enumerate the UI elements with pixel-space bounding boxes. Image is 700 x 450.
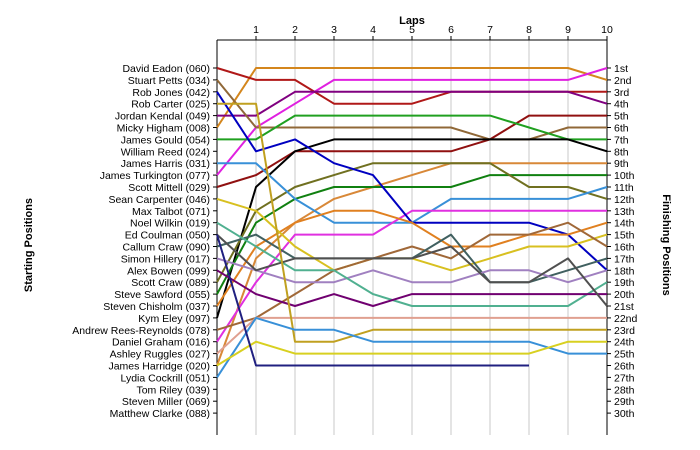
starting-position-label: Micky Higham (008)	[117, 123, 210, 135]
series-layer	[216, 67, 608, 378]
driver-position-line	[216, 340, 607, 367]
finishing-position-label: 24th	[614, 337, 635, 349]
driver-position-line	[216, 67, 608, 129]
finishing-position-label: 6th	[614, 123, 629, 135]
finishing-position-label: 21st	[614, 301, 634, 313]
finishing-position-label: 28th	[614, 384, 635, 396]
finishing-position-label: 18th	[614, 265, 635, 277]
finishing-position-label: 23rd	[614, 325, 635, 337]
finishing-position-label: 4th	[614, 99, 629, 111]
starting-position-label: Lydia Cockrill (051)	[121, 372, 210, 384]
starting-position-label: James Harris (031)	[121, 158, 210, 170]
lap-tick-label: 1	[253, 24, 259, 36]
axes	[213, 36, 611, 414]
driver-position-line	[217, 114, 607, 141]
finishing-position-label: 30th	[614, 408, 635, 420]
starting-position-label: William Reed (024)	[121, 146, 210, 158]
driver-position-line	[217, 90, 608, 117]
starting-position-label: Jordan Kendal (049)	[115, 111, 210, 123]
finishing-position-label: 22nd	[614, 313, 638, 325]
starting-position-label: Ed Coulman (050)	[125, 230, 210, 242]
finishing-position-label: 1st	[614, 63, 628, 75]
driver-position-line	[216, 67, 608, 176]
starting-position-label: Noel Wilkin (019)	[130, 218, 210, 230]
lap-tick-label: 6	[448, 24, 454, 36]
finishing-position-label: 11th	[614, 182, 634, 194]
starting-position-label: Tom Riley (039)	[136, 384, 210, 396]
starting-position-label: Stuart Petts (034)	[128, 75, 210, 87]
driver-position-line	[216, 174, 607, 295]
starting-position-label: James Turkington (077)	[100, 170, 210, 182]
starting-position-label: Simon Hillery (017)	[121, 253, 210, 265]
y-axis-right-title: Finishing Positions	[660, 194, 672, 295]
starting-position-label: Andrew Rees-Reynolds (078)	[72, 325, 210, 337]
starting-position-label: James Gould (054)	[121, 134, 210, 146]
finishing-position-label: 19th	[614, 277, 635, 289]
starting-position-label: Ashley Ruggles (027)	[110, 349, 210, 361]
starting-position-label: James Harridge (020)	[108, 361, 210, 373]
starting-position-label: Scott Craw (089)	[131, 277, 210, 289]
x-axis-title: Laps	[399, 15, 425, 27]
finishing-position-label: 20th	[614, 289, 635, 301]
starting-position-label: Max Talbot (071)	[132, 206, 210, 218]
starting-position-label: Matthew Clarke (088)	[110, 408, 210, 420]
finishing-position-label: 16th	[614, 242, 635, 254]
starting-position-label: Kym Eley (097)	[138, 313, 210, 325]
finishing-position-label: 3rd	[614, 87, 629, 99]
finishing-position-label: 26th	[614, 361, 635, 373]
finishing-position-label: 7th	[614, 134, 629, 146]
finishing-position-labels: 1st2nd3rd4th5th6th7th8th9th10th11th12th1…	[614, 63, 638, 420]
finishing-position-label: 12th	[614, 194, 635, 206]
starting-position-label: Steven Chisholm (037)	[103, 301, 210, 313]
starting-position-label: Callum Craw (090)	[122, 242, 210, 254]
driver-position-line	[216, 79, 607, 141]
starting-position-label: Rob Jones (042)	[132, 87, 210, 99]
lap-tick-label: 3	[331, 24, 337, 36]
finishing-position-label: 14th	[614, 218, 635, 230]
driver-position-line	[216, 162, 608, 283]
finishing-position-label: 17th	[614, 253, 635, 265]
starting-position-label: Scott Mittell (029)	[128, 182, 210, 194]
driver-position-line	[216, 269, 607, 307]
gridlines	[216, 40, 608, 435]
driver-position-line	[216, 234, 529, 367]
finishing-position-label: 5th	[614, 111, 629, 123]
finishing-position-label: 9th	[614, 158, 629, 170]
lap-tick-label: 4	[370, 24, 376, 36]
starting-position-label: Steve Sawford (055)	[114, 289, 210, 301]
finishing-position-label: 8th	[614, 146, 629, 158]
starting-position-label: Daniel Graham (016)	[112, 337, 210, 349]
starting-position-label: Rob Carter (025)	[131, 99, 210, 111]
finishing-position-label: 25th	[614, 349, 635, 361]
driver-position-line	[217, 102, 607, 343]
starting-position-label: Steven Miller (069)	[122, 396, 210, 408]
finishing-position-label: 29th	[614, 396, 635, 408]
lap-tick-label: 9	[565, 24, 571, 36]
starting-position-label: Alex Bowen (099)	[127, 265, 210, 277]
starting-position-labels: David Eadon (060)Stuart Petts (034)Rob J…	[72, 63, 210, 420]
driver-position-line	[216, 209, 608, 307]
y-axis-left-title: Starting Positions	[23, 198, 35, 292]
starting-position-label: Sean Carpenter (046)	[108, 194, 210, 206]
lap-tick-labels: 1 2 3 4 5 6 7 8 9 10	[253, 24, 613, 36]
lap-tick-label: 5	[409, 24, 415, 36]
driver-position-line	[216, 316, 607, 355]
driver-position-line	[216, 316, 607, 378]
finishing-position-label: 13th	[614, 206, 635, 218]
finishing-position-label: 10th	[614, 170, 635, 182]
finishing-position-label: 2nd	[614, 75, 632, 87]
finishing-position-label: 27th	[614, 372, 635, 384]
lap-tick-label: 2	[292, 24, 298, 36]
lap-tick-label: 10	[601, 24, 613, 36]
finishing-position-label: 15th	[614, 230, 635, 242]
lap-tick-label: 8	[526, 24, 532, 36]
starting-position-label: David Eadon (060)	[122, 63, 210, 75]
driver-position-line	[216, 138, 608, 319]
lap-tick-label: 7	[487, 24, 493, 36]
driver-position-line	[216, 114, 607, 188]
